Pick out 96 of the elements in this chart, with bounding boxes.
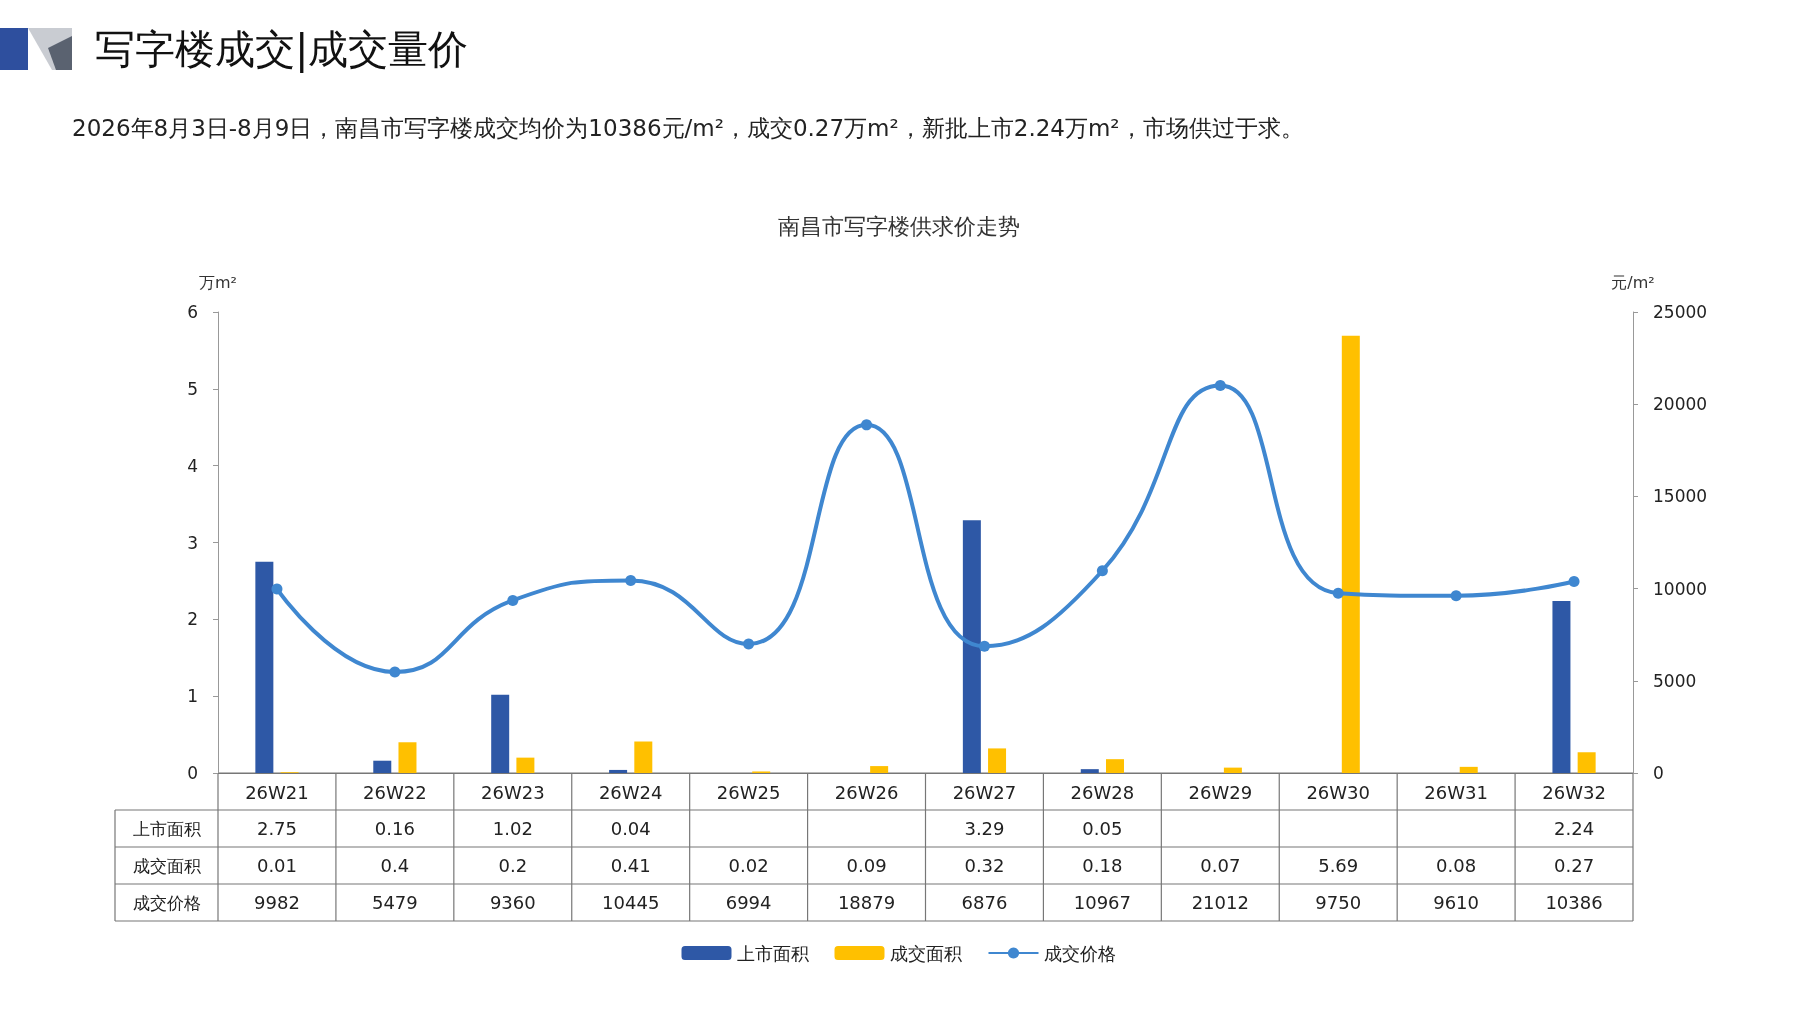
x-tick-label: 26W21 xyxy=(245,781,309,803)
bar xyxy=(373,760,392,773)
point xyxy=(389,666,401,678)
y-tick-label: 6 xyxy=(187,302,198,322)
data-label: 5.69 xyxy=(1318,855,1359,876)
x-tick-label: 26W22 xyxy=(363,781,427,803)
y-tick-label: 0 xyxy=(187,763,198,783)
y-tick-label: 4 xyxy=(187,455,198,476)
text: 写字楼成交|成交量价 xyxy=(95,25,469,75)
y2-axis-title: 元/m² xyxy=(1611,272,1655,292)
data-label: 0.01 xyxy=(256,855,297,876)
bar xyxy=(1341,335,1360,773)
bar xyxy=(516,757,535,773)
point xyxy=(1568,575,1580,587)
data-label: 0.08 xyxy=(1436,855,1477,876)
bar xyxy=(1105,759,1124,773)
data-label: 18879 xyxy=(837,892,896,913)
data-label: 0.32 xyxy=(964,855,1005,876)
point xyxy=(507,594,519,606)
y2-tick-label: 15000 xyxy=(1653,486,1708,507)
x-tick-label: 26W23 xyxy=(480,781,545,803)
x-tick-label: 26W27 xyxy=(952,781,1017,803)
point xyxy=(861,419,873,431)
bar xyxy=(255,561,274,773)
data-label: 21012 xyxy=(1191,892,1249,913)
bar xyxy=(1577,752,1596,773)
data-label: 9610 xyxy=(1433,892,1480,913)
data-label: 5479 xyxy=(371,892,418,913)
data-label: 0.41 xyxy=(610,855,651,876)
data-label: 0.27 xyxy=(1554,855,1595,876)
y2-tick-label: 5000 xyxy=(1653,670,1697,691)
x-tick-label: 26W28 xyxy=(1070,781,1135,803)
y2-tick-label: 20000 xyxy=(1653,394,1708,415)
bar xyxy=(398,742,417,773)
data-label: 1.02 xyxy=(492,818,533,839)
data-label: 10967 xyxy=(1073,892,1132,913)
data-label: 3.29 xyxy=(964,818,1005,839)
data-label: 6994 xyxy=(725,892,772,913)
legend-label: 成交价格 xyxy=(1043,942,1116,964)
data-label: 0.04 xyxy=(610,818,651,839)
y-tick-label: 1 xyxy=(187,686,198,707)
point xyxy=(1214,380,1226,392)
x-tick-label: 26W26 xyxy=(834,781,899,803)
y-tick-label: 3 xyxy=(187,532,198,553)
data-label: 9982 xyxy=(254,892,300,913)
bar xyxy=(634,741,653,773)
point xyxy=(271,583,283,595)
data-label: 0.05 xyxy=(1082,818,1123,839)
x-tick-label: 26W32 xyxy=(1542,781,1606,803)
data-label: 10386 xyxy=(1545,892,1603,913)
y-tick-label: 5 xyxy=(187,378,198,399)
point xyxy=(1096,565,1108,577)
data-label: 10445 xyxy=(602,892,660,913)
y2-tick-label: 0 xyxy=(1653,763,1664,783)
x-tick-label: 26W29 xyxy=(1188,781,1253,803)
data-label: 0.4 xyxy=(380,855,410,876)
y2-tick-label: 25000 xyxy=(1653,302,1708,322)
data-label: 6876 xyxy=(961,892,1008,913)
bar xyxy=(609,769,628,773)
bar xyxy=(1223,767,1242,773)
data-label: 0.18 xyxy=(1082,855,1123,876)
point xyxy=(1450,590,1462,602)
point xyxy=(743,638,755,650)
data-label: 9360 xyxy=(489,892,536,913)
point xyxy=(978,640,990,652)
x-tick-label: 26W24 xyxy=(598,781,663,803)
x-tick-label: 26W30 xyxy=(1306,781,1371,803)
point xyxy=(1332,587,1344,599)
data-label: 0.07 xyxy=(1200,855,1241,876)
data-label: 0.16 xyxy=(374,818,415,839)
text: 上市面积 xyxy=(132,818,201,839)
data-label: 0.2 xyxy=(498,855,528,876)
y-tick-label: 2 xyxy=(187,609,198,630)
data-label: 0.09 xyxy=(846,855,887,876)
bar xyxy=(988,748,1007,773)
x-tick-label: 26W25 xyxy=(716,781,781,803)
data-label: 2.24 xyxy=(1554,818,1595,839)
bar xyxy=(1080,769,1099,773)
bar xyxy=(870,766,889,773)
chart-title: 南昌市写字楼供求价走势 xyxy=(777,213,1020,239)
legend-label: 上市面积 xyxy=(736,942,809,964)
bar xyxy=(1552,600,1571,773)
data-label: 9750 xyxy=(1315,892,1362,913)
bar xyxy=(491,694,510,773)
bar xyxy=(962,520,981,773)
bar xyxy=(1459,766,1478,773)
y-axis-title: 万m² xyxy=(199,272,237,292)
data-label: 2.75 xyxy=(256,818,297,839)
y2-tick-label: 10000 xyxy=(1653,578,1708,599)
data-label: 0.02 xyxy=(728,855,769,876)
point xyxy=(625,574,637,586)
x-tick-label: 26W31 xyxy=(1424,781,1488,803)
chart-subtitle: 2026年8月3日-8月9日，南昌市写字楼成交均价为10386元/m²，成交0.27万m²，新批上市2.24万m²，市场供过于求。 xyxy=(72,114,1304,143)
text: 成交面积 xyxy=(132,855,201,876)
text: 成交价格 xyxy=(132,892,201,913)
legend-label: 成交面积 xyxy=(889,942,962,964)
